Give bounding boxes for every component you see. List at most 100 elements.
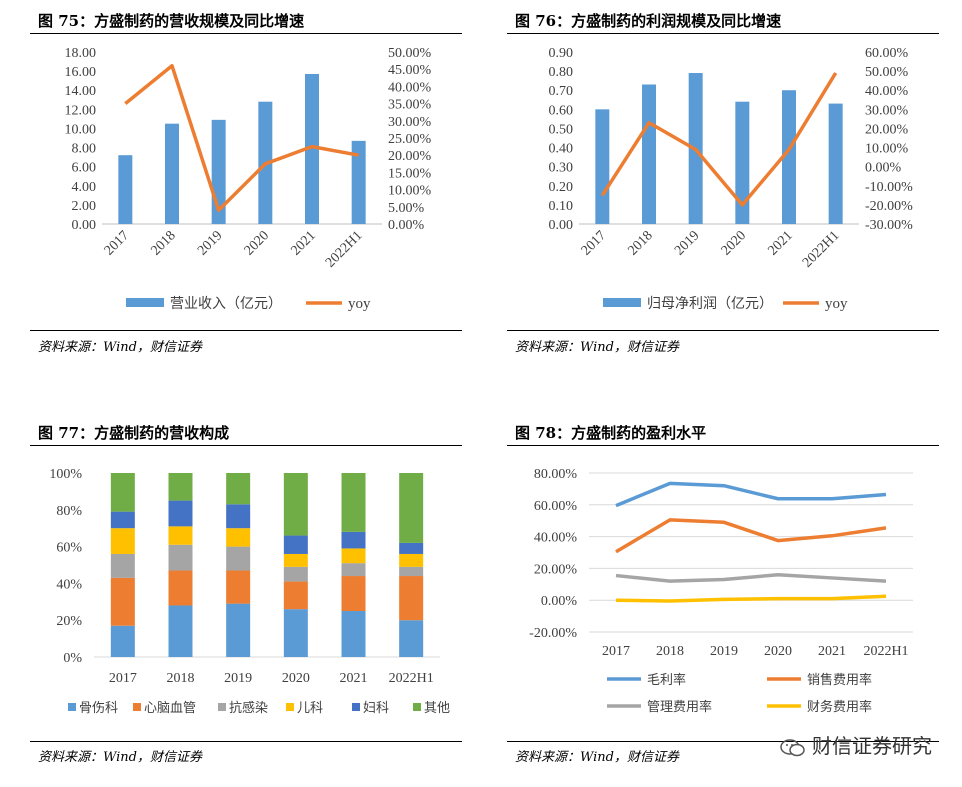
chart-75-ytick-right: 50.00%	[388, 46, 432, 61]
chart-77-legend-label: 妇科	[363, 700, 389, 715]
chart-77-legend-label: 抗感染	[229, 700, 268, 715]
chart-76-bar	[595, 109, 610, 224]
chart-77-bar-segment	[283, 581, 308, 610]
chart-76-ytick-left: 0.70	[549, 84, 574, 99]
chart-77-legend-swatch	[352, 703, 360, 711]
chart-75-ytick-right: 25.00%	[388, 132, 432, 147]
chart-75-bar	[351, 140, 366, 224]
chart-78-series-line	[615, 518, 887, 554]
chart-76-source: 资料来源：Wind，财信证券	[515, 340, 679, 355]
chart-76-ytick-left: 0.50	[549, 122, 574, 137]
chart-77-bar-segment	[168, 473, 193, 501]
chart-75-xtick: 2019	[195, 228, 225, 258]
chart-76-ytick-right: 30.00%	[865, 103, 909, 118]
chart-77-bar-segment	[283, 473, 308, 536]
chart-77-bar-segment	[110, 577, 135, 626]
chart-78-series-line	[615, 573, 887, 583]
chart-75-ytick-left: 16.00	[65, 65, 97, 80]
chart-76-bar	[828, 103, 843, 224]
chart-76-ytick-left: 0.40	[549, 142, 574, 157]
chart-75-ytick-left: 10.00	[65, 122, 97, 137]
chart-76-yoy-line	[600, 72, 838, 207]
chart-75-ytick-right: 30.00%	[388, 115, 432, 130]
chart-78-xtick: 2020	[764, 644, 792, 659]
chart-77-legend-swatch	[133, 703, 141, 711]
chart-75: 0.00 2.00 4.00 6.00 8.00 10.00 12.00 14.00 16.00…	[65, 46, 432, 312]
chart-77-legend-label: 骨伤科	[79, 700, 118, 715]
chart-78-ytick: 0.00%	[541, 594, 578, 609]
chart-76-bar	[642, 84, 656, 224]
chart-76-ytick-right: -20.00%	[865, 199, 913, 214]
chart-77-bar-segment	[399, 566, 424, 577]
chart-78-legend-label: 销售费用率	[807, 672, 872, 687]
chart-78-series-line	[615, 481, 887, 508]
chart-75-ytick-left: 14.00	[65, 84, 97, 99]
chart-76-ytick-right: 60.00%	[865, 46, 909, 61]
chart-77-bar-segment	[110, 473, 135, 512]
chart-77-bar-segment	[399, 473, 424, 543]
chart-77-xtick: 2021	[340, 671, 368, 686]
chart-77-bar-segment	[226, 546, 251, 571]
chart-76-xtick: 2018	[625, 228, 655, 258]
chart-75-ytick-left: 2.00	[72, 199, 97, 214]
chart-76-xtick: 2017	[579, 228, 609, 258]
chart-75-top-rule	[30, 33, 462, 34]
chart-76: 0.00 0.10 0.20 0.30 0.40 0.50 0.60 0.70 0.80 0.90…	[549, 46, 914, 312]
chart-77-bar-segment	[341, 611, 366, 657]
chart-77-xtick: 2018	[167, 671, 195, 686]
chart-77-title: 图 77：方盛制药的营收构成	[38, 424, 230, 442]
watermark-text: 财信证券研究	[812, 734, 932, 758]
chart-75-xtick: 2017	[102, 228, 132, 258]
chart-75-title: 图 75：方盛制药的营收规模及同比增速	[38, 12, 305, 30]
chart-77-legend-swatch	[68, 703, 76, 711]
chart-77-bar-segment	[110, 528, 135, 554]
chart-76-top-rule	[507, 33, 939, 34]
chart-76-ytick-left: 0.60	[549, 103, 574, 118]
chart-78-series-line	[615, 594, 887, 603]
chart-75-legend-bar-swatch	[126, 298, 164, 307]
chart-76-bar	[735, 101, 750, 224]
chart-76-ytick-right: 20.00%	[865, 122, 909, 137]
chart-77-bar-segment	[399, 620, 424, 657]
chart-75-ytick-right: 0.00%	[388, 218, 425, 233]
chart-78-top-rule	[507, 445, 939, 446]
chart-75-xtick: 2022H1	[323, 228, 366, 271]
chart-77-ytick: 80%	[56, 504, 82, 519]
chart-76-ytick-left: 0.00	[549, 218, 574, 233]
chart-77-bar-segment	[168, 526, 193, 545]
chart-77-top-rule	[30, 445, 462, 446]
chart-77-ytick: 0%	[63, 651, 82, 666]
chart-77-bar-segment	[283, 566, 308, 582]
chart-77-bar-segment	[341, 563, 366, 577]
chart-76-ytick-left: 0.80	[549, 65, 574, 80]
chart-77-bar-segment	[341, 548, 366, 564]
chart-75-ytick-right: 10.00%	[388, 184, 432, 199]
chart-75-yoy-line	[124, 64, 359, 212]
chart-77-xtick: 2017	[109, 671, 137, 686]
chart-77-bottom-rule	[30, 741, 462, 742]
chart-77-bar-segment	[110, 553, 135, 578]
chart-77-legend-label: 心脑血管	[144, 700, 196, 715]
chart-75-xtick: 2021	[288, 228, 318, 258]
chart-76-xtick: 2022H1	[800, 228, 843, 271]
chart-76-ytick-left: 0.20	[549, 180, 574, 195]
chart-77-bar-segment	[341, 576, 366, 611]
chart-76-bar	[782, 90, 796, 224]
chart-77-xtick: 2020	[282, 671, 310, 686]
chart-77-ytick: 20%	[56, 614, 82, 629]
chart-76-ytick-right: 0.00%	[865, 161, 902, 176]
chart-76-ytick-right: 50.00%	[865, 65, 909, 80]
chart-75-legend-bar-label: 营业收入（亿元）	[170, 296, 282, 312]
chart-75-ytick-right: 35.00%	[388, 98, 432, 113]
chart-77-bar-segment	[283, 609, 308, 657]
chart-77-legend-label: 儿科	[297, 700, 323, 715]
chart-75-source: 资料来源：Wind，财信证券	[38, 340, 202, 355]
chart-77-ytick: 100%	[49, 467, 82, 482]
chart-77-bar-segment	[168, 570, 193, 606]
chart-77-bar-segment	[399, 542, 424, 554]
chart-77-xtick: 2019	[224, 671, 252, 686]
watermark: 财信证券研究	[780, 730, 932, 759]
chart-77-bar-segment	[168, 605, 193, 657]
chart-78-xtick: 2021	[818, 644, 846, 659]
chart-78-ytick: 80.00%	[534, 467, 578, 482]
